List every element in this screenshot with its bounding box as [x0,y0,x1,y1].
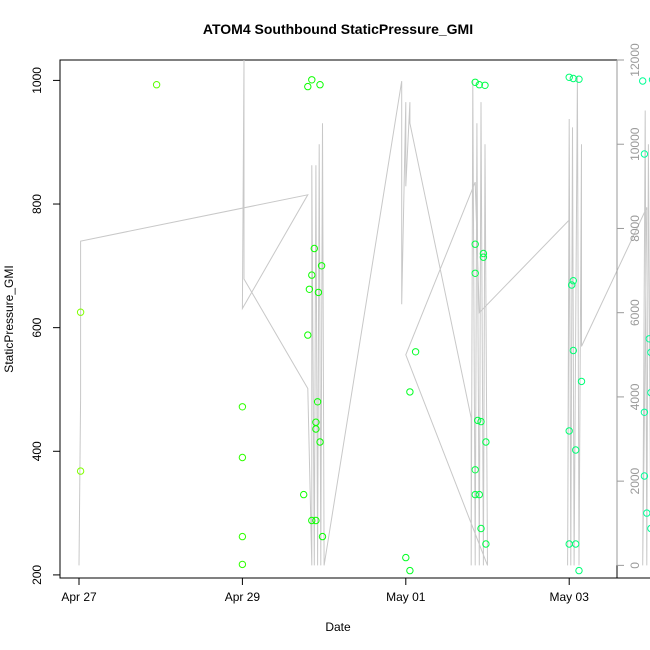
data-point [300,490,308,499]
data-point [565,427,573,435]
data-point [645,335,650,343]
x-tick-label: May 03 [550,590,590,604]
data-point [310,244,318,253]
x-tick-label: May 01 [386,590,426,604]
x-axis-label: Date [325,620,351,634]
data-point [572,446,580,454]
data-point [238,403,247,411]
y2-tick-label: 4000 [628,383,642,410]
y2-axis: 0 2000 4000 6000 8000 10000 12000 [616,43,642,569]
data-point [575,566,583,575]
y-tick-label: 400 [30,441,44,461]
data-point [238,560,247,569]
y-tick-label: 600 [30,317,44,337]
data-point [308,76,316,84]
data-point [471,490,479,499]
data-point [639,77,647,85]
data-point [568,281,576,289]
data-point [474,416,482,425]
data-point [647,524,650,533]
data-point [647,348,650,356]
data-point [482,540,490,548]
y-axis: 200 400 600 800 1000 [30,67,61,585]
data-point [313,398,322,406]
data-point [411,348,420,356]
data-point [475,490,483,499]
data-point [312,425,320,433]
data-point [308,516,316,525]
data-point [479,249,488,258]
data-point [312,516,320,525]
data-point [471,269,479,277]
y2-tick-label: 0 [628,562,642,569]
secondary-line-series [78,59,650,566]
data-point [314,288,323,297]
data-point [648,77,650,83]
data-point [640,472,649,480]
point-series [76,73,650,575]
data-point [402,553,410,562]
plot-frame [59,59,618,579]
data-point [477,524,485,533]
data-point [647,389,650,397]
chart-title: ATOM4 Southbound StaticPressure_GMI [203,21,473,37]
data-point [640,408,649,416]
data-point [482,438,490,446]
data-point [406,566,414,575]
x-tick-label: Apr 27 [61,590,97,604]
data-point [477,417,485,426]
data-point [238,532,247,541]
y-tick-label: 800 [30,194,44,214]
data-point [569,346,577,355]
data-point [481,81,489,90]
data-point [317,262,326,270]
y2-tick-label: 12000 [628,43,642,77]
data-point [640,150,649,158]
y2-tick-label: 6000 [628,299,642,326]
data-point [76,467,85,475]
y-axis-label: StaticPressure_GMI [2,265,16,372]
data-point [304,82,312,91]
x-tick-label: Apr 29 [225,590,261,604]
data-point [577,377,586,386]
data-point [152,81,161,89]
data-point [238,453,247,462]
data-point [479,253,488,261]
data-point [471,466,479,474]
data-point [316,81,324,89]
y-tick-label: 200 [30,565,44,585]
data-point [406,388,414,396]
data-point [565,540,573,548]
data-point [475,81,483,89]
data-point [318,532,327,541]
data-point [565,73,573,82]
y2-tick-label: 10000 [628,127,642,161]
y-tick-label: 1000 [30,67,44,94]
data-point [304,331,312,339]
secondary-line [78,59,650,566]
data-point [569,74,577,83]
data-point [316,438,324,446]
data-point [575,75,583,83]
data-point [308,271,316,279]
data-point [471,240,479,248]
data-point [471,78,479,87]
y2-tick-label: 2000 [628,467,642,494]
data-point [569,277,577,285]
data-point [76,308,85,316]
data-point [305,285,314,293]
data-point [572,540,580,548]
y2-tick-label: 8000 [628,215,642,242]
